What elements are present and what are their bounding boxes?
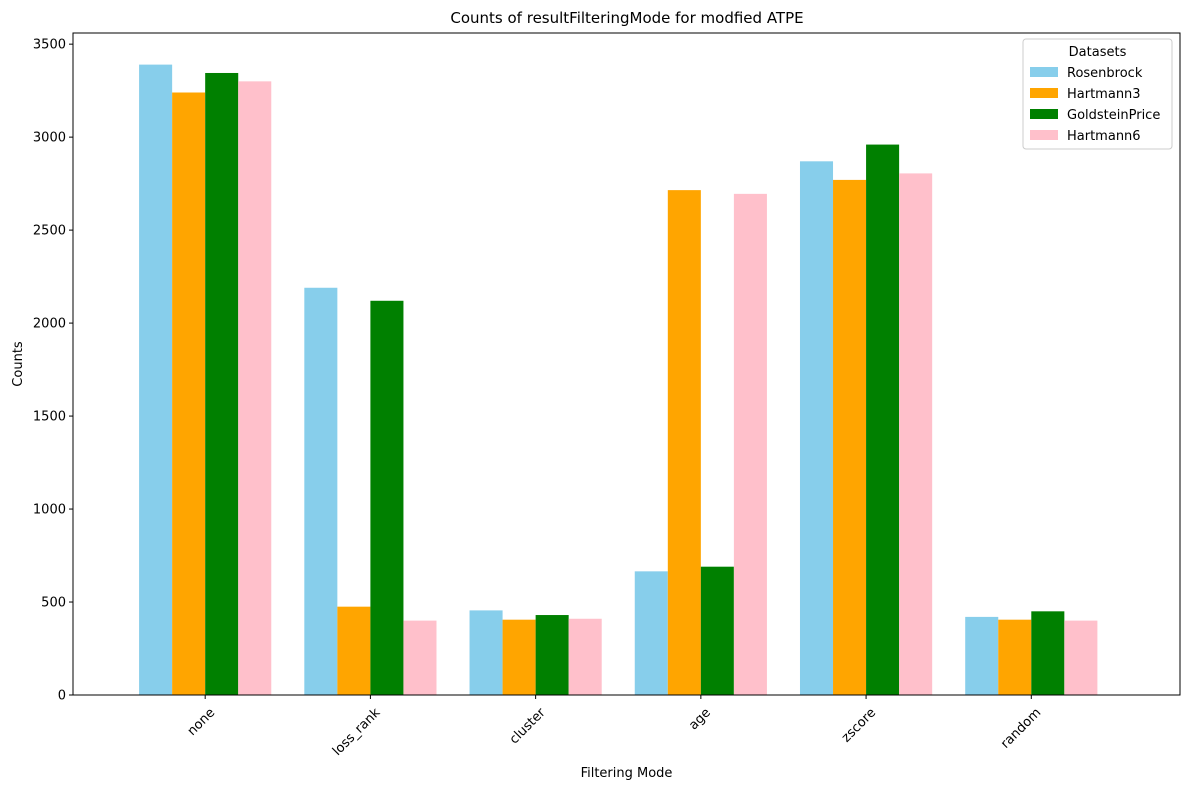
y-tick-label: 500 [41,596,66,611]
y-axis-ticks: 0 500 1000 1500 2000 2500 3000 3500 [33,38,73,704]
legend-swatch-Rosenbrock [1030,67,1058,77]
bar-Rosenbrock-age [634,571,668,695]
legend: Datasets Rosenbrock Hartmann3 GoldsteinPri… [1022,38,1173,150]
x-tick-label-cluster: cluster [507,705,549,747]
legend-swatch-Hartmann3 [1030,88,1058,98]
bar-GoldsteinPrice-cluster [535,615,569,695]
x-axis-ticks: none loss_rank cluster age zscore random [185,695,1044,759]
y-tick-label: 3000 [33,131,66,146]
bar-Hartmann3-age [667,190,701,695]
bar-Hartmann3-cluster [502,619,536,695]
y-tick-label: 2000 [33,317,66,332]
bars-group [139,64,1098,696]
legend-label-Hartmann6: Hartmann6 [1067,129,1141,144]
bar-Hartmann6-none [238,81,272,695]
x-tick-label-loss_rank: loss_rank [330,705,384,759]
x-tick-label-random: random [998,705,1044,751]
bar-Rosenbrock-loss_rank [304,287,338,695]
bar-GoldsteinPrice-none [205,72,239,695]
legend-box [1022,38,1173,150]
bar-Hartmann6-cluster [568,618,602,695]
legend-label-GoldsteinPrice: GoldsteinPrice [1067,108,1160,123]
y-tick-label: 1000 [33,503,66,518]
y-tick-label: 1500 [33,410,66,425]
bar-Hartmann3-none [172,92,206,695]
x-tick-label-none: none [185,705,219,739]
plot-frame [72,32,1181,696]
bar-Hartmann6-zscore [899,173,933,696]
bar-Hartmann6-random [1064,620,1098,695]
y-axis-label: Counts [11,341,26,387]
legend-swatch-Hartmann6 [1030,130,1058,140]
y-tick-label: 3500 [33,38,66,53]
legend-label-Hartmann3: Hartmann3 [1067,87,1141,102]
bar-GoldsteinPrice-age [700,566,734,695]
legend-items: Rosenbrock Hartmann3 GoldsteinPrice Hartman… [1030,66,1160,144]
bar-Rosenbrock-zscore [799,161,834,696]
legend-title: Datasets [1069,45,1127,60]
bar-Hartmann3-random [998,619,1032,695]
bar-Hartmann3-loss_rank [337,606,371,695]
bar-Hartmann6-loss_rank [403,620,437,695]
x-tick-label-age: age [686,705,714,733]
bar-Rosenbrock-none [139,64,173,695]
bar-GoldsteinPrice-zscore [866,144,900,696]
legend-swatch-GoldsteinPrice [1030,109,1058,119]
y-tick-label: 2500 [33,224,66,239]
y-tick-label: 0 [58,689,66,704]
bar-Rosenbrock-cluster [469,610,503,695]
legend-label-Rosenbrock: Rosenbrock [1067,66,1143,81]
bar-GoldsteinPrice-loss_rank [370,300,404,695]
bar-Hartmann6-age [733,193,767,695]
bar-GoldsteinPrice-random [1031,611,1065,695]
chart-title: Counts of resultFilteringMode for modfie… [450,9,803,27]
x-tick-label-zscore: zscore [839,705,879,745]
bar-Rosenbrock-random [965,616,999,695]
bar-Hartmann3-zscore [833,179,867,696]
x-axis-label: Filtering Mode [581,766,673,781]
